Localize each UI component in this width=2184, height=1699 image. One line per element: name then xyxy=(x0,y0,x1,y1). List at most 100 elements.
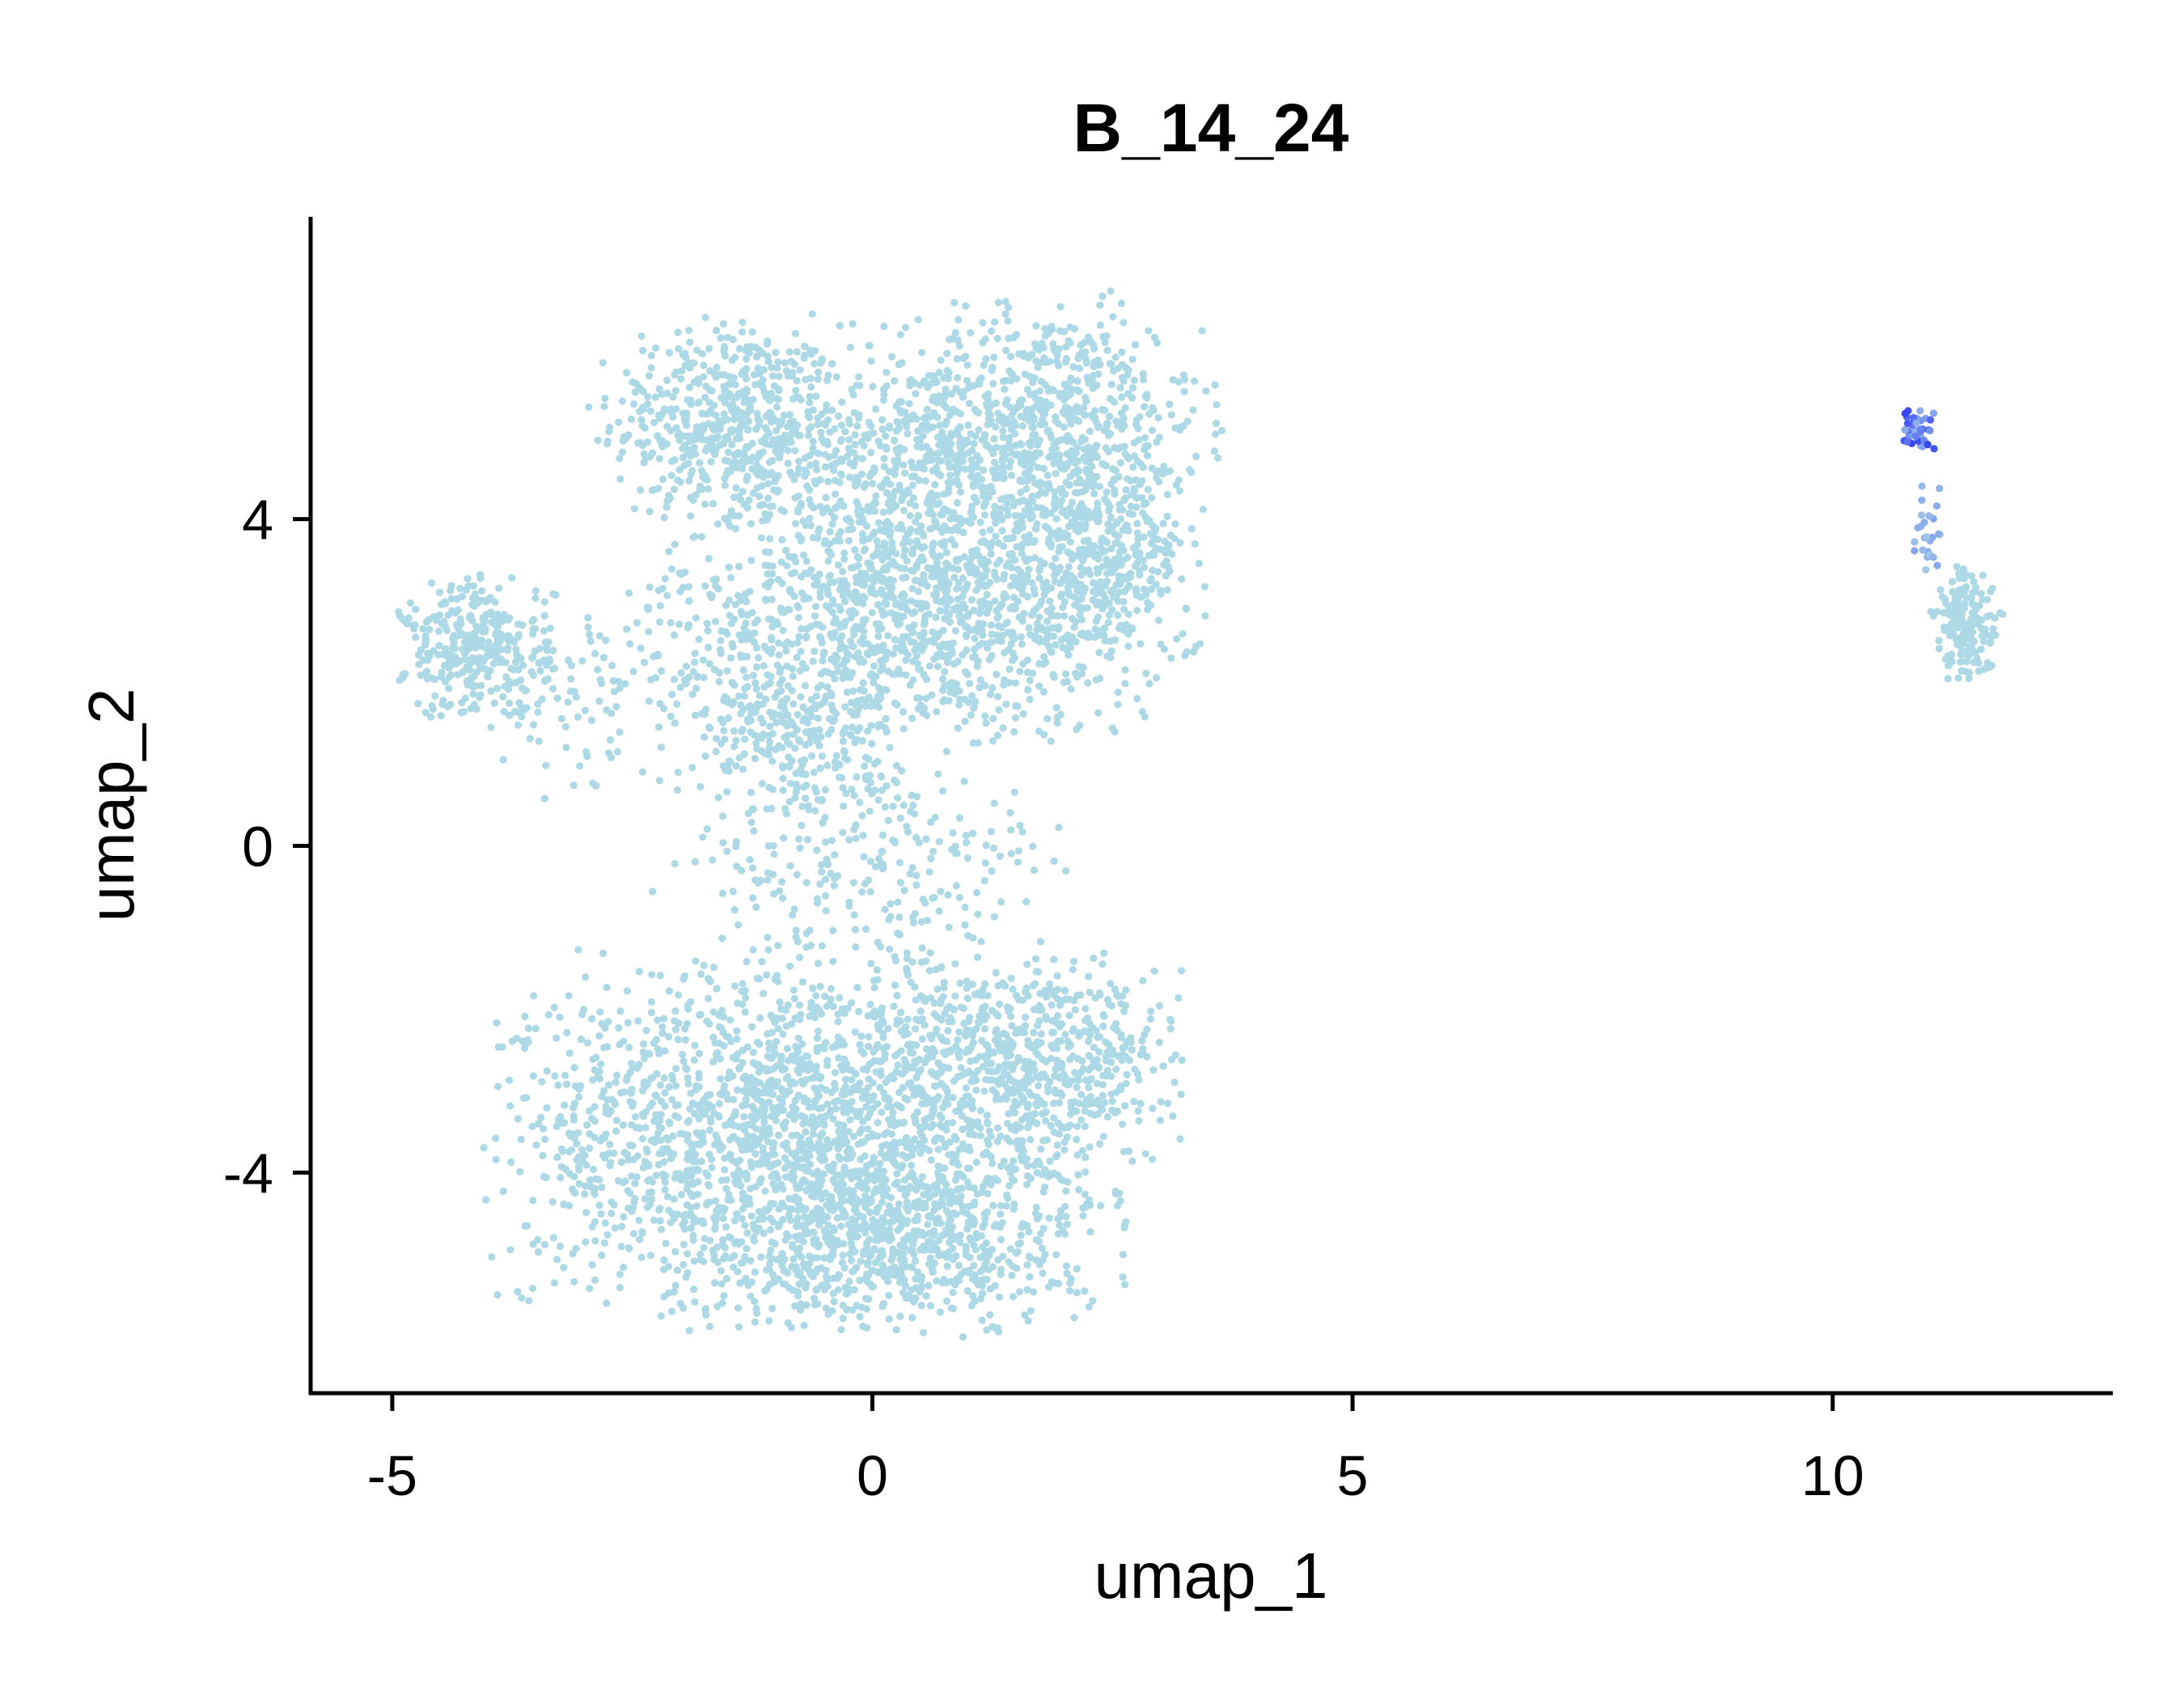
data-point xyxy=(851,1028,859,1036)
data-point xyxy=(663,376,671,384)
data-point xyxy=(791,329,800,337)
data-point xyxy=(1001,298,1009,306)
data-point xyxy=(831,872,839,881)
data-point xyxy=(953,557,961,566)
data-point xyxy=(1035,574,1043,583)
data-point xyxy=(988,488,997,496)
data-point xyxy=(656,602,664,610)
data-point xyxy=(671,455,679,464)
data-point xyxy=(716,441,724,450)
data-point xyxy=(952,430,960,438)
data-point xyxy=(971,634,979,642)
data-point xyxy=(1096,578,1104,587)
data-point xyxy=(673,700,681,709)
data-point xyxy=(1120,587,1128,595)
data-point xyxy=(461,638,469,646)
data-point xyxy=(770,890,778,898)
data-point xyxy=(1152,544,1160,553)
data-point xyxy=(588,1260,596,1269)
data-point xyxy=(585,403,593,411)
data-point xyxy=(712,748,720,756)
data-point xyxy=(687,512,695,520)
data-point xyxy=(969,934,977,942)
data-point xyxy=(763,580,771,588)
data-point xyxy=(589,779,597,787)
data-point xyxy=(599,949,607,957)
data-point xyxy=(878,425,887,434)
data-point xyxy=(647,1009,656,1017)
data-point xyxy=(685,326,693,334)
data-point xyxy=(772,447,780,455)
data-point xyxy=(934,770,942,778)
data-point xyxy=(612,702,620,711)
data-point xyxy=(1145,551,1153,559)
data-point xyxy=(447,595,455,603)
data-point xyxy=(705,1323,714,1331)
data-point xyxy=(858,888,866,896)
data-point xyxy=(692,614,700,622)
data-point xyxy=(972,1087,980,1095)
data-point xyxy=(886,744,894,752)
data-point xyxy=(831,425,839,433)
data-point xyxy=(449,634,457,642)
data-point xyxy=(774,358,782,366)
data-point xyxy=(696,782,705,791)
data-point xyxy=(1147,601,1155,609)
data-point xyxy=(791,447,799,455)
data-point xyxy=(1094,423,1102,431)
data-point xyxy=(729,643,737,651)
data-point xyxy=(938,675,947,683)
data-point xyxy=(908,958,916,966)
data-point xyxy=(766,722,774,731)
data-point xyxy=(963,646,971,655)
data-point xyxy=(599,358,607,366)
data-point xyxy=(878,416,887,424)
data-point xyxy=(609,676,618,685)
data-point xyxy=(816,701,825,709)
data-point xyxy=(817,733,825,741)
data-point xyxy=(1062,478,1070,486)
data-point xyxy=(818,868,826,876)
data-point xyxy=(991,502,999,511)
data-point xyxy=(870,464,878,472)
data-point xyxy=(851,926,859,934)
data-point xyxy=(656,700,664,708)
data-point xyxy=(1107,654,1115,662)
data-point xyxy=(859,832,867,840)
data-point xyxy=(1085,633,1093,642)
data-point xyxy=(540,1240,549,1248)
data-point xyxy=(789,986,798,994)
data-point xyxy=(1073,377,1081,385)
data-point xyxy=(751,679,760,687)
data-point xyxy=(617,1089,625,1097)
data-point xyxy=(506,679,515,687)
data-point xyxy=(483,651,492,659)
data-point xyxy=(434,612,442,620)
data-point xyxy=(990,354,998,362)
data-point xyxy=(834,667,842,676)
data-point xyxy=(541,1135,549,1143)
data-point xyxy=(831,514,839,522)
data-point xyxy=(886,575,894,583)
data-point xyxy=(766,535,774,543)
data-point xyxy=(912,881,921,889)
data-point xyxy=(983,402,991,410)
data-point xyxy=(445,684,453,693)
data-point xyxy=(861,431,869,439)
data-point xyxy=(1073,386,1081,394)
data-point xyxy=(796,366,804,374)
data-point xyxy=(1000,420,1008,428)
data-point xyxy=(724,467,732,475)
data-point xyxy=(925,637,933,645)
data-point xyxy=(1139,370,1147,378)
data-point xyxy=(795,633,803,641)
data-point xyxy=(929,499,938,508)
data-point xyxy=(845,420,853,428)
data-point xyxy=(665,349,674,357)
data-point xyxy=(1084,536,1092,544)
data-point xyxy=(959,574,967,583)
data-point xyxy=(851,546,859,554)
data-point xyxy=(756,493,764,501)
data-point xyxy=(684,1080,692,1088)
data-point xyxy=(1175,476,1183,485)
